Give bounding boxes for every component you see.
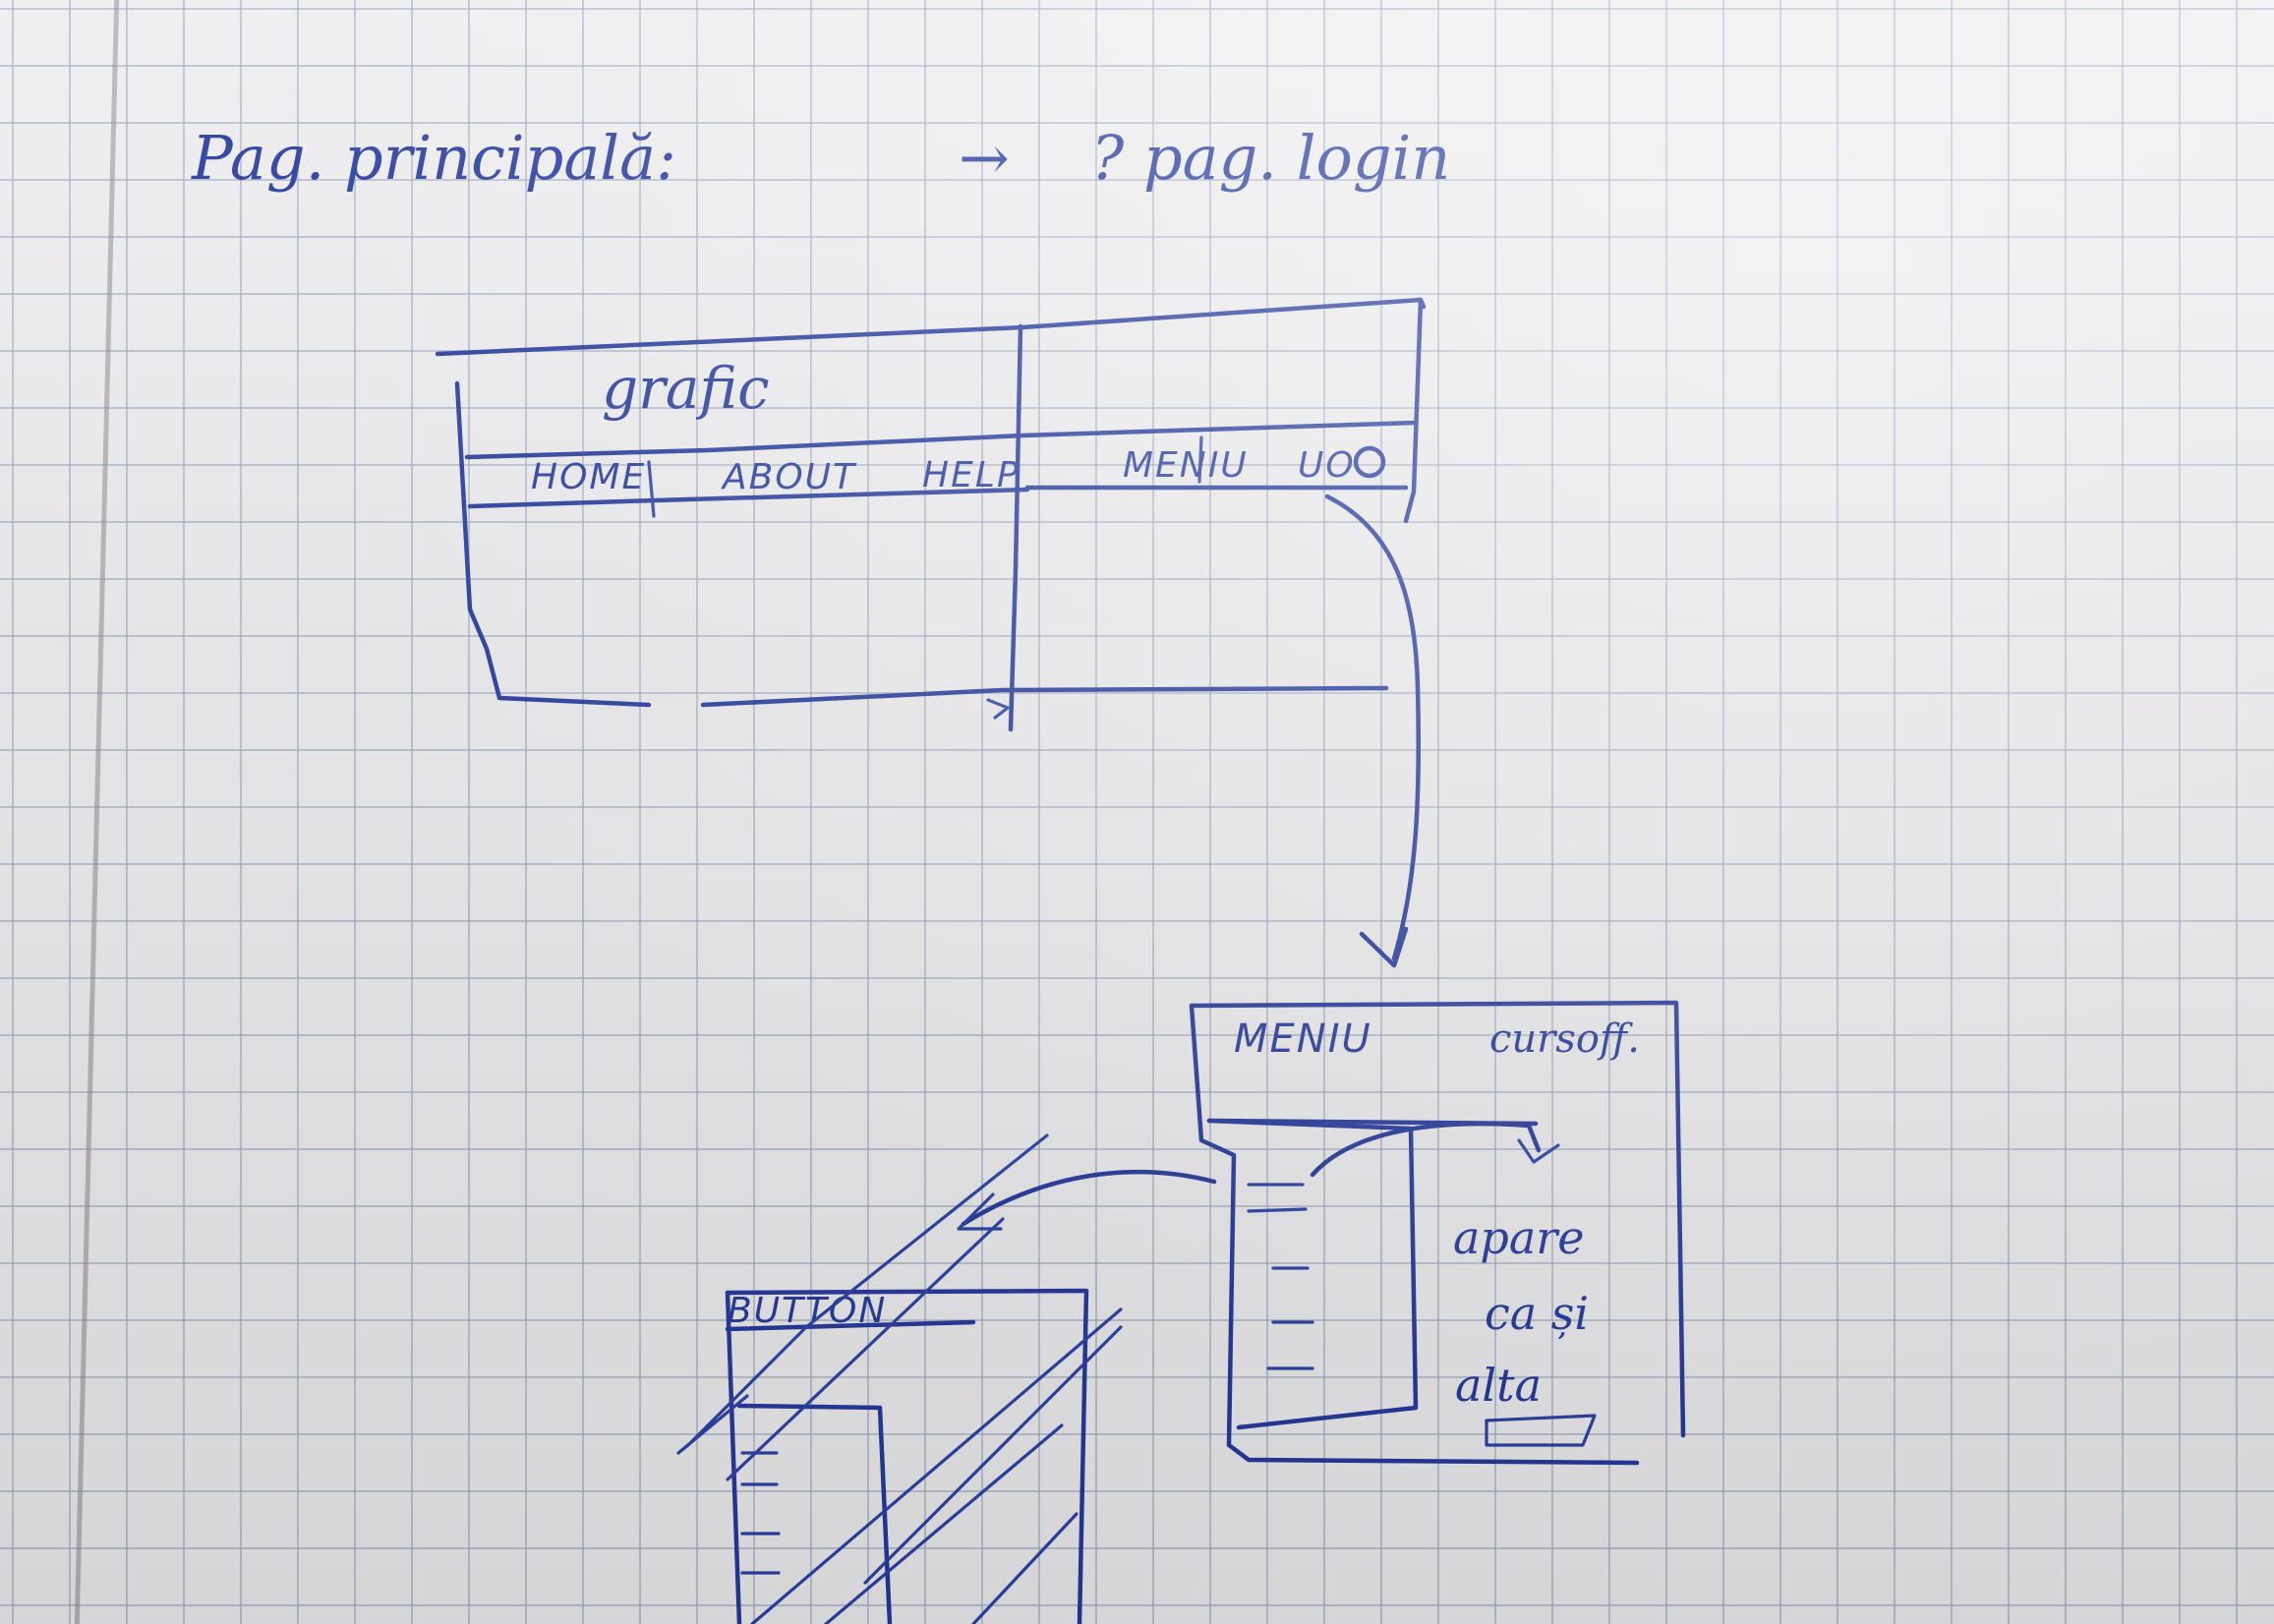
flow-arrow-to-crossed-page xyxy=(961,1169,1217,1227)
crossed-page-header-label: BUTTON xyxy=(728,1291,887,1331)
nav-divider-1 xyxy=(647,460,656,518)
login-page-cursoff-label: cursoff. xyxy=(1489,1016,1640,1062)
sidebar-to-content-arrow xyxy=(1310,1121,1542,1178)
cross-out-stroke-5 xyxy=(971,1512,1079,1624)
main-page-wireframe: grafic HOME ABOUT HELP MENIU UO xyxy=(435,297,1427,732)
user-icon[interactable] xyxy=(1353,445,1386,479)
nav-item-home[interactable]: HOME xyxy=(531,457,646,497)
crossed-page-outer-box xyxy=(725,1288,1089,1624)
flow-arrow-head xyxy=(1359,926,1409,968)
content-line-2: ca și xyxy=(1485,1287,1589,1340)
main-page-right-border xyxy=(1403,297,1424,524)
graphic-placeholder-label: grafic xyxy=(602,355,770,422)
column-divider-tick xyxy=(986,698,1010,720)
crossed-page-left-border xyxy=(725,1290,742,1624)
flow-arrow-to-crossed-page-head xyxy=(957,1192,1003,1231)
heading-left-text: Pag. principală: xyxy=(191,122,676,194)
nav-bar-top-line xyxy=(464,433,1025,460)
nav-item-help[interactable]: HELP xyxy=(922,455,1020,495)
flow-arrow-to-login-page xyxy=(1324,493,1422,961)
content-button[interactable] xyxy=(1485,1414,1597,1447)
login-page-outer-left-bottom xyxy=(1189,1003,1640,1466)
cross-out-stroke-3 xyxy=(750,1307,1123,1624)
user-icon-label[interactable]: UO xyxy=(1298,445,1356,486)
login-page-outer-top-right xyxy=(1189,1000,1686,1438)
heading-arrow: → xyxy=(959,122,1010,194)
nav-item-about[interactable]: ABOUT xyxy=(721,457,857,497)
right-nav-top-line xyxy=(1020,420,1419,438)
cross-out-stroke-6 xyxy=(824,1423,1064,1624)
sidebar-item-2[interactable] xyxy=(1247,1207,1308,1213)
cross-out-stroke-4 xyxy=(863,1325,1123,1585)
main-page-left-border xyxy=(454,380,652,708)
heading-right-text: ? pag. login xyxy=(1091,122,1450,194)
main-page-top-border xyxy=(435,297,1427,357)
cross-out-stroke-1 xyxy=(676,1133,1049,1455)
main-page-column-divider xyxy=(1008,323,1023,732)
login-page-menu-label[interactable]: MENIU xyxy=(1234,1016,1372,1062)
content-line-3: alta xyxy=(1455,1359,1542,1412)
login-page-wireframe: MENIU cursoff. apare ca și alta xyxy=(957,1000,1686,1466)
main-page-bottom-border xyxy=(700,685,1389,708)
nav-bar-bottom-line xyxy=(467,487,1030,509)
sidebar-to-content-arrow-head xyxy=(1517,1138,1560,1164)
right-nav-menu[interactable]: MENIU xyxy=(1123,445,1249,486)
crossed-page-header-line xyxy=(725,1319,976,1332)
nav-divider-2 xyxy=(1197,435,1203,484)
sidebar-box xyxy=(1206,1118,1419,1430)
content-line-1: apare xyxy=(1453,1211,1585,1264)
cross-out-stroke-2 xyxy=(726,1217,1005,1481)
crossed-out-page-wireframe: BUTTON xyxy=(676,1133,1123,1624)
crossed-page-sidebar-box xyxy=(736,1403,893,1624)
